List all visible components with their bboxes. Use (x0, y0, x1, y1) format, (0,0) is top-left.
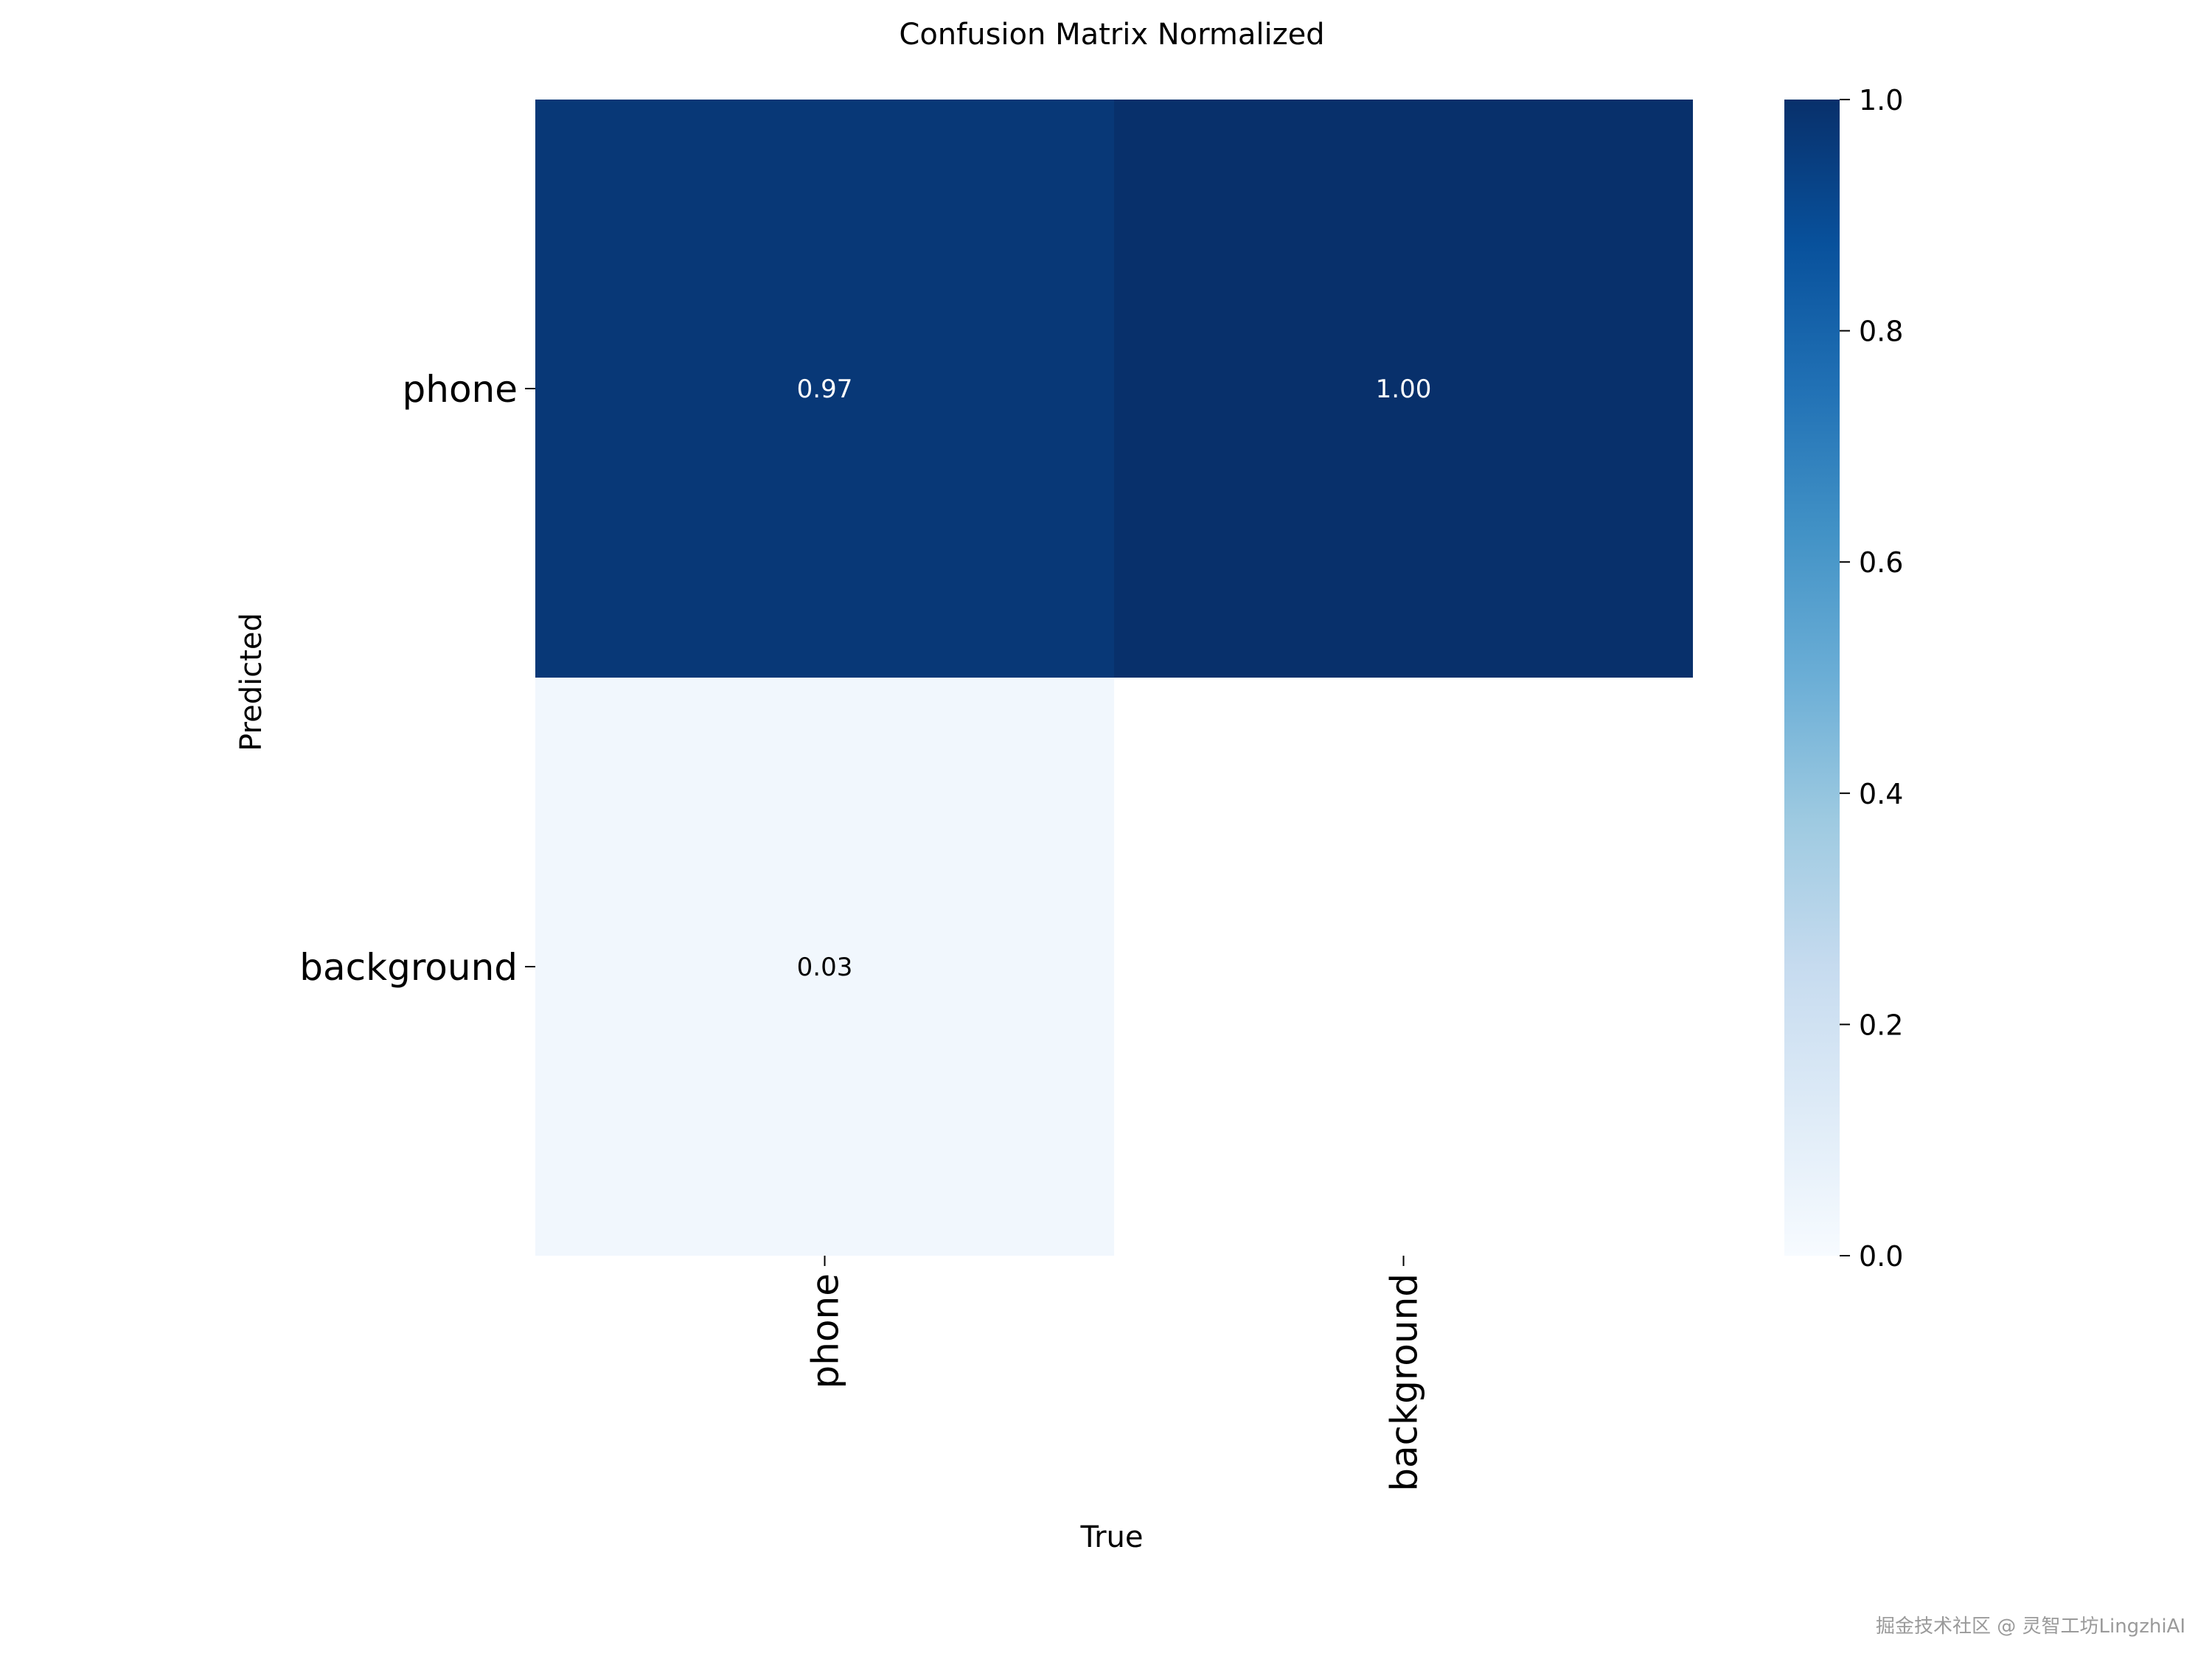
heatmap-cell-labels: 0.97 1.00 0.03 (797, 375, 1432, 982)
x-axis-ticks: phone background (804, 1256, 1426, 1492)
x-tick-label: phone (804, 1273, 847, 1388)
chart-title: Confusion Matrix Normalized (899, 18, 1324, 52)
cell-value-label: 1.00 (1376, 375, 1432, 404)
colorbar (1784, 100, 1840, 1256)
colorbar-tick-label: 1.0 (1859, 84, 1903, 116)
heatmap-cells (535, 100, 1693, 1256)
cell-value-label: 0.97 (797, 375, 853, 404)
colorbar-tick-label: 0.0 (1859, 1240, 1903, 1273)
y-tick-label: phone (403, 368, 518, 411)
y-axis-label: Predicted (234, 613, 268, 751)
heatmap-cell (1114, 100, 1693, 678)
colorbar-ticks: 0.0 0.2 0.4 0.6 0.8 1.0 (1840, 84, 1903, 1273)
y-tick-label: background (299, 946, 518, 989)
cell-value-label: 0.03 (797, 953, 853, 982)
colorbar-tick-label: 0.6 (1859, 546, 1903, 579)
colorbar-tick-label: 0.8 (1859, 316, 1903, 348)
watermark-text: 掘金技术社区 @ 灵智工坊LingzhiAI (1875, 1615, 2185, 1638)
heatmap-cell (535, 678, 1114, 1256)
y-axis-ticks: phone background (299, 368, 535, 989)
heatmap-cell (535, 100, 1114, 678)
x-tick-label: background (1383, 1273, 1426, 1492)
x-axis-label: True (1080, 1520, 1144, 1554)
colorbar-tick-label: 0.4 (1859, 778, 1903, 810)
colorbar-tick-label: 0.2 (1859, 1009, 1903, 1041)
